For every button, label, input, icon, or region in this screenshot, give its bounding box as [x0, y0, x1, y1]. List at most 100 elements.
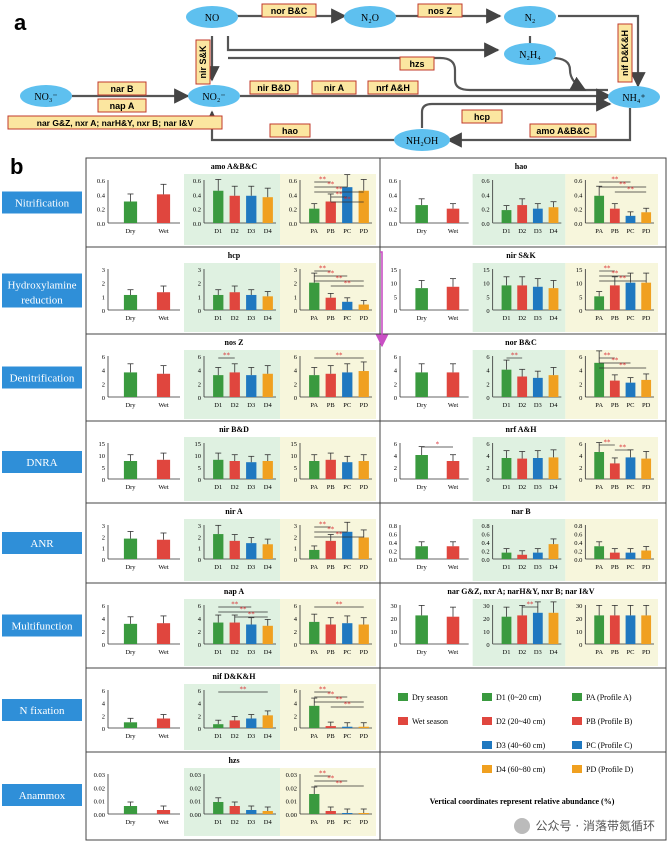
svg-text:0.4: 0.4: [389, 540, 398, 547]
bar: [625, 457, 636, 479]
svg-text:PC: PC: [627, 228, 635, 235]
svg-text:6: 6: [486, 354, 490, 361]
svg-text:D2: D2: [518, 564, 526, 571]
svg-text:Wet: Wet: [158, 564, 168, 571]
svg-text:4: 4: [394, 453, 398, 460]
bar: [229, 195, 240, 223]
svg-text:nor B&C: nor B&C: [271, 6, 308, 16]
svg-text:0.00: 0.00: [190, 812, 201, 819]
svg-text:PC: PC: [627, 484, 635, 491]
svg-text:Dry: Dry: [125, 315, 136, 322]
svg-text:D3: D3: [247, 819, 255, 826]
bar: [358, 726, 369, 728]
bar: [625, 552, 636, 559]
svg-text:D1: D1: [503, 228, 511, 235]
node-nh2oh: NH₂OH: [394, 129, 450, 151]
gene-hcp: hcp: [461, 109, 503, 124]
svg-text:Dry: Dry: [125, 484, 136, 491]
svg-text:**: **: [611, 176, 619, 184]
svg-text:4: 4: [294, 616, 298, 623]
bar: [309, 705, 320, 728]
watermark: 公众号 · 消落带氮循环: [513, 817, 655, 834]
svg-text:D3: D3: [247, 649, 255, 656]
svg-text:D2: D2: [231, 819, 239, 826]
category-labels: Nitrification Hydroxylamine reduction Denit…: [2, 191, 82, 806]
svg-text:**: **: [627, 186, 635, 194]
svg-text:**: **: [336, 186, 344, 194]
svg-text:PD: PD: [360, 228, 369, 235]
svg-text:nir B&D: nir B&D: [219, 425, 249, 434]
svg-text:D1: D1: [503, 564, 511, 571]
legend-item: Wet season: [398, 717, 448, 726]
svg-text:Dry: Dry: [125, 564, 136, 571]
svg-text:Dry: Dry: [125, 819, 136, 826]
svg-text:Dry season: Dry season: [412, 693, 448, 702]
svg-text:6: 6: [294, 688, 298, 695]
bar: [358, 624, 369, 644]
svg-text:PB: PB: [327, 819, 336, 826]
svg-text:0.02: 0.02: [94, 785, 105, 792]
node-no2: NO₂⁻: [188, 85, 240, 107]
svg-text:nos Z: nos Z: [428, 6, 453, 16]
svg-text:0.0: 0.0: [193, 221, 201, 228]
svg-text:PB: PB: [611, 228, 620, 235]
bar: [262, 197, 273, 223]
bar: [246, 294, 257, 310]
svg-text:4: 4: [198, 616, 202, 623]
svg-text:0.00: 0.00: [94, 812, 105, 819]
svg-text:nif D&K&H: nif D&K&H: [213, 672, 257, 681]
svg-text:0: 0: [394, 308, 397, 315]
svg-text:0.00: 0.00: [286, 812, 297, 819]
bar: [325, 297, 336, 310]
svg-text:Dry: Dry: [417, 315, 428, 322]
bar: [641, 282, 652, 310]
bar: [213, 294, 224, 310]
bar: [229, 372, 240, 397]
svg-text:D4: D4: [550, 402, 559, 409]
svg-text:D4: D4: [264, 733, 273, 740]
svg-text:PD: PD: [642, 649, 651, 656]
svg-text:D3: D3: [247, 315, 255, 322]
svg-text:4: 4: [294, 368, 298, 375]
svg-text:D1: D1: [214, 564, 222, 571]
bar: [641, 458, 652, 479]
svg-text:10: 10: [576, 281, 583, 288]
svg-text:3: 3: [102, 267, 105, 274]
svg-text:0: 0: [102, 477, 105, 484]
bar: [325, 373, 336, 397]
svg-text:2: 2: [394, 465, 397, 472]
svg-text:0.0: 0.0: [389, 557, 397, 564]
svg-text:**: **: [619, 181, 627, 189]
svg-text:Hydroxylamine: Hydroxylamine: [7, 280, 76, 292]
svg-text:6: 6: [198, 688, 202, 695]
svg-text:D1: D1: [503, 315, 511, 322]
gene-nif: nif D&K&H: [617, 23, 633, 83]
svg-text:0: 0: [394, 477, 397, 484]
svg-text:PB: PB: [611, 649, 620, 656]
bar: [342, 726, 353, 728]
svg-text:**: **: [611, 270, 619, 278]
svg-text:10: 10: [483, 629, 490, 636]
legend-item: PC (Profile C): [572, 741, 633, 750]
svg-text:**: **: [611, 357, 619, 365]
bar: [532, 458, 543, 479]
svg-text:0.02: 0.02: [190, 785, 201, 792]
svg-text:Dry: Dry: [417, 402, 428, 409]
svg-text:PD: PD: [360, 564, 369, 571]
svg-text:PD: PD: [360, 402, 369, 409]
svg-text:nrf A&H: nrf A&H: [376, 83, 410, 93]
svg-text:Wet: Wet: [448, 315, 458, 322]
bar: [325, 624, 336, 644]
svg-text:**: **: [240, 606, 248, 614]
svg-text:1: 1: [198, 294, 201, 301]
bar: [325, 540, 336, 559]
svg-text:PD: PD: [360, 819, 369, 826]
svg-text:PB: PB: [611, 484, 620, 491]
svg-text:D3: D3: [247, 564, 255, 571]
svg-text:D4: D4: [550, 315, 559, 322]
bar: [342, 187, 353, 223]
svg-text:nir A: nir A: [225, 507, 243, 516]
svg-text:D1: D1: [214, 315, 222, 322]
svg-text:D1: D1: [214, 402, 222, 409]
